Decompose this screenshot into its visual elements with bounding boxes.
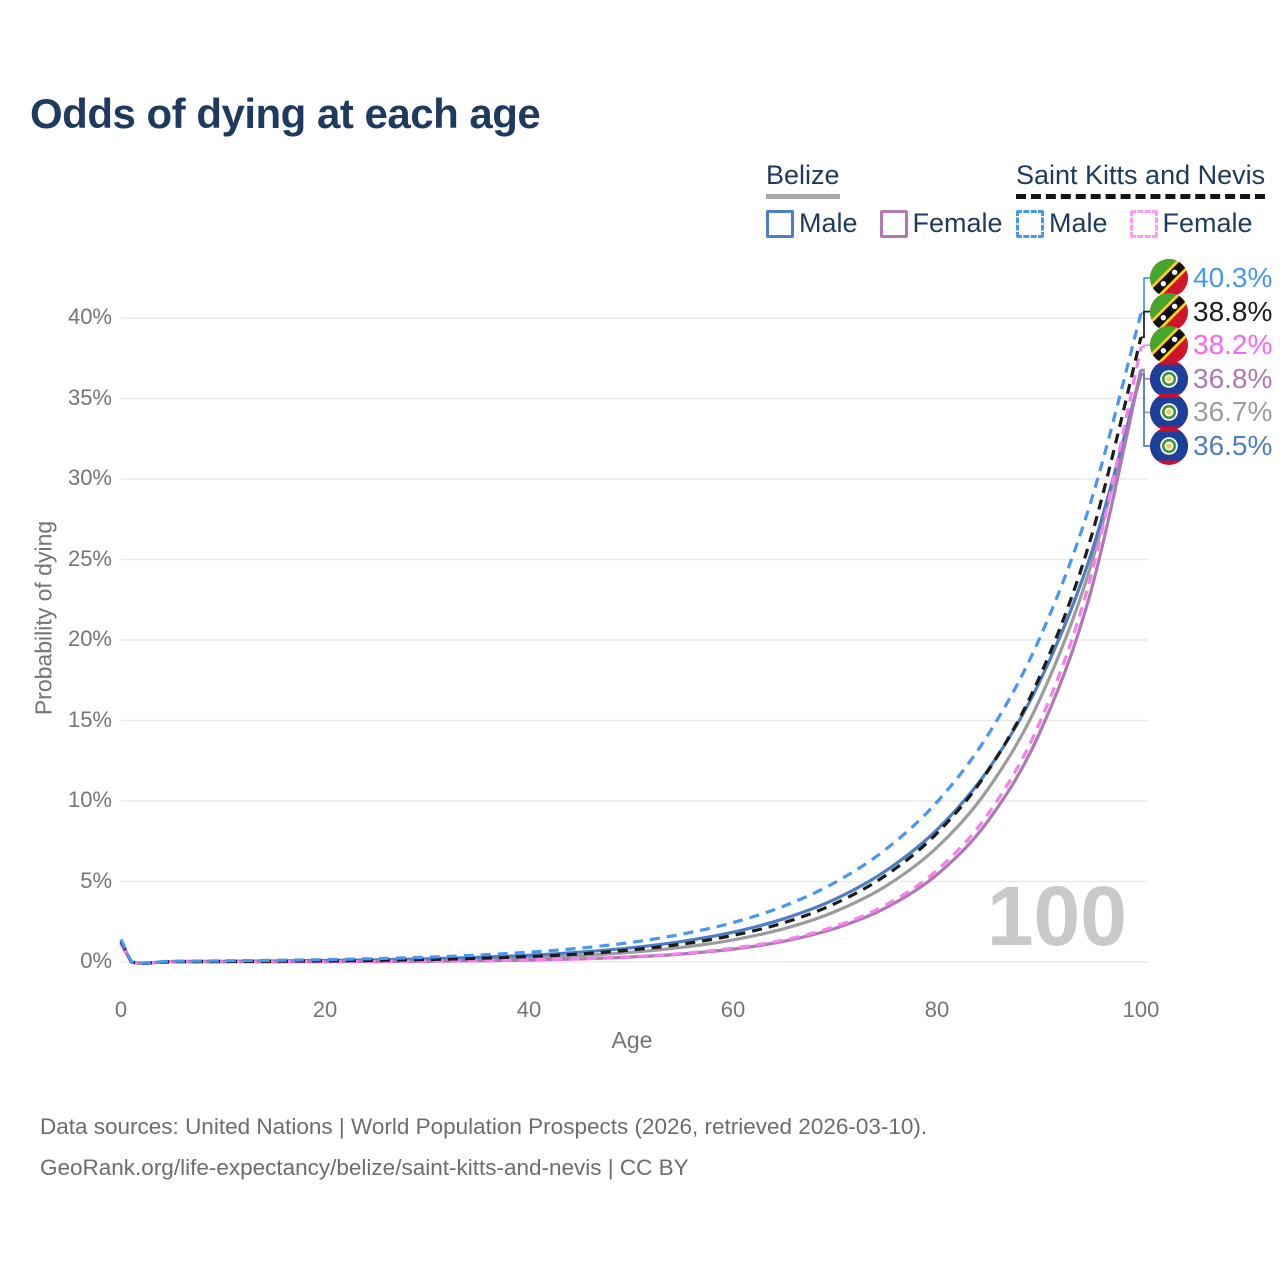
series-line-belize-female[interactable] (119, 369, 1143, 965)
end-label-connector-skn-female (1141, 344, 1150, 348)
skn-female-swatch-icon (1129, 209, 1158, 238)
footer-line-2: GeoRank.org/life-expectancy/belize/saint… (40, 1155, 689, 1180)
x-tick-label: 100 (1122, 997, 1160, 1022)
end-label-belize-male: 36.5% (1150, 427, 1272, 465)
end-value-label: 36.7% (1193, 396, 1273, 428)
end-label-belize-female: 36.8% (1150, 359, 1273, 398)
y-tick-label: 40% (67, 304, 112, 329)
end-label-connector-belize-male (1141, 373, 1150, 447)
x-tick-label: 40 (516, 997, 542, 1022)
series-line-belize-male[interactable] (119, 373, 1143, 965)
y-tick-label: 15% (67, 706, 112, 732)
legend-item-label: Female (1162, 208, 1253, 238)
end-label-skn-female: 38.2% (1150, 326, 1273, 365)
legend-group-belize: Belize Male Female (766, 160, 1003, 239)
belize-flag-icon (1150, 393, 1188, 432)
page-title: Odds of dying at each age (30, 90, 541, 137)
saint-kitts-and-nevis-flag-icon (1150, 259, 1188, 297)
y-tick-label: 20% (67, 626, 112, 651)
legend-item-belize-female[interactable]: Female (879, 208, 1003, 239)
y-tick-label: 5% (80, 867, 112, 893)
skn-male-swatch-icon (1016, 209, 1044, 238)
saint-kitts-and-nevis-flag-icon (1150, 292, 1188, 331)
x-tick-label: 80 (924, 997, 950, 1022)
y-tick-label: 30% (67, 465, 112, 490)
series-line-skn-female[interactable] (119, 346, 1143, 965)
saint-kitts-and-nevis-flag-icon (1150, 326, 1188, 365)
data-source-footer: Data sources: United Nations | World Pop… (40, 1106, 927, 1188)
legend-item-skn-female[interactable]: Female (1129, 208, 1253, 239)
x-axis-title: Age (611, 1027, 653, 1053)
end-value-label: 38.2% (1193, 329, 1273, 361)
legend-group-belize-title: Belize (766, 160, 840, 199)
belize-female-swatch-icon (879, 209, 908, 238)
y-tick-label: 35% (67, 384, 112, 410)
legend-item-label: Male (1049, 208, 1108, 238)
belize-male-swatch-icon (766, 209, 794, 238)
end-label-connector-skn-male (1141, 277, 1150, 315)
end-label-skn-male: 40.3% (1150, 259, 1272, 297)
end-value-label: 36.8% (1193, 362, 1273, 394)
end-label-belize-total: 36.7% (1150, 393, 1273, 432)
y-tick-label: 25% (67, 545, 112, 571)
legend-item-label: Male (799, 208, 858, 238)
x-tick-label: 60 (720, 997, 746, 1022)
series-line-skn-male[interactable] (119, 312, 1143, 965)
end-value-label: 40.3% (1193, 262, 1273, 293)
age-counter-watermark: 100 (986, 869, 1127, 963)
end-label-connector-skn-total (1141, 310, 1150, 339)
y-tick-label: 0% (80, 948, 112, 973)
y-tick-label: 10% (67, 787, 112, 812)
series-line-skn-total[interactable] (119, 336, 1143, 965)
x-tick-label: 0 (114, 997, 128, 1022)
end-label-skn-total: 38.8% (1150, 292, 1273, 331)
belize-flag-icon (1150, 427, 1188, 465)
end-value-label: 38.8% (1193, 295, 1273, 327)
footer-line-1: Data sources: United Nations | World Pop… (40, 1114, 928, 1139)
belize-flag-icon (1150, 359, 1188, 398)
end-label-connector-belize-total (1141, 370, 1150, 414)
legend-group-saint-kitts-and-nevis: Saint Kitts and Nevis Male Female (1016, 160, 1266, 239)
series-line-belize-total[interactable] (119, 370, 1143, 965)
legend-group-skn-title: Saint Kitts and Nevis (1016, 160, 1266, 199)
end-value-label: 36.5% (1193, 430, 1273, 461)
legend-item-skn-male[interactable]: Male (1016, 208, 1108, 239)
legend-item-belize-male[interactable]: Male (766, 208, 858, 239)
x-tick-label: 20 (312, 997, 338, 1022)
legend-item-label: Female (912, 208, 1003, 238)
